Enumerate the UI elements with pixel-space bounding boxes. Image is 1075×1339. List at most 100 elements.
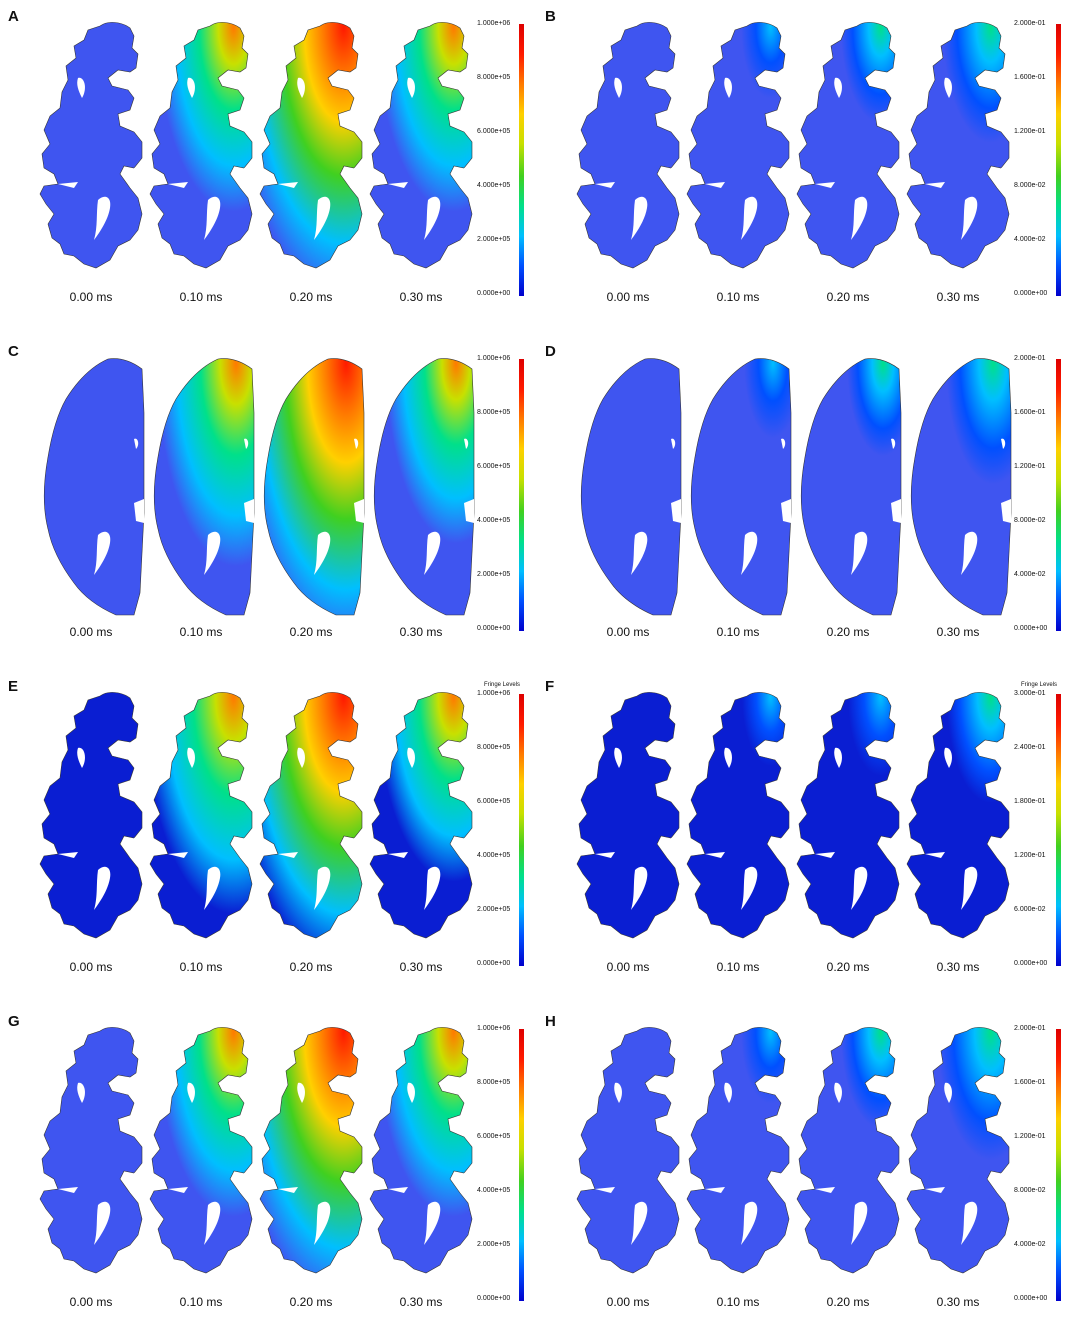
scale-tick-label: 2.000e+05 xyxy=(477,1241,511,1248)
scale-tick-label: 1.000e+06 xyxy=(477,1025,511,1032)
brain-slice xyxy=(910,358,1012,616)
brain-slice xyxy=(369,22,474,269)
scale-tick-label: 2.000e+05 xyxy=(477,236,511,243)
scale-tick-label: 4.000e-02 xyxy=(1014,1241,1046,1248)
time-label: 0.30 ms xyxy=(936,960,980,974)
scale-tick-label: 4.000e+05 xyxy=(477,517,511,524)
panel-b: B 0.00 ms 0.10 ms 0.20 ms 0.30 ms 2.000e-01 1.… xyxy=(537,0,1074,330)
scale-tick-label: 0.000e+00 xyxy=(1014,290,1048,297)
color-scale-bar xyxy=(1056,694,1061,966)
time-label: 0.00 ms xyxy=(606,290,650,304)
scale-tick-label: 1.000e+06 xyxy=(477,690,511,697)
panel-letter: D xyxy=(545,343,556,360)
scale-tick-label: 8.000e-02 xyxy=(1014,1187,1046,1194)
time-label: 0.30 ms xyxy=(936,1295,980,1309)
brain-slice xyxy=(796,1027,901,1274)
panel-letter: F xyxy=(545,678,555,695)
panel-c: C 0.00 ms 0.10 ms 0.20 ms 0.30 ms 1.000e+06 8.… xyxy=(0,335,537,665)
panel-slices-svg xyxy=(576,692,1061,966)
brain-slice xyxy=(39,1027,144,1274)
brain-slice xyxy=(686,1027,791,1274)
time-label: 0.00 ms xyxy=(606,625,650,639)
scale-tick-label: 0.000e+00 xyxy=(1014,1295,1048,1302)
scale-tick-label: 8.000e+05 xyxy=(477,744,511,751)
time-label: 0.00 ms xyxy=(606,960,650,974)
scale-tick-label: 4.000e+05 xyxy=(477,1187,511,1194)
time-label: 0.20 ms xyxy=(826,290,870,304)
panel-letter: E xyxy=(8,678,19,695)
scale-tick-label: 1.200e-01 xyxy=(1014,852,1046,859)
scale-tick-label: 0.000e+00 xyxy=(1014,625,1048,632)
scale-tick-label: 2.000e-01 xyxy=(1014,1025,1046,1032)
brain-slice xyxy=(686,692,791,939)
panel-e: E 0.00 ms 0.10 ms 0.20 ms 0.30 ms Fringe Leve… xyxy=(0,670,537,1000)
time-label: 0.30 ms xyxy=(936,625,980,639)
time-label: 0.00 ms xyxy=(69,1295,113,1309)
panel-slices-svg xyxy=(39,692,524,966)
time-label: 0.30 ms xyxy=(399,1295,443,1309)
panel-slices-svg xyxy=(39,1027,524,1301)
scale-tick-label: 1.600e-01 xyxy=(1014,409,1046,416)
scale-tick-label: 3.000e-01 xyxy=(1014,690,1046,697)
scale-tick-label: 0.000e+00 xyxy=(1014,960,1048,967)
scale-tick-label: 6.000e+05 xyxy=(477,798,511,805)
panel-letter: G xyxy=(8,1013,20,1030)
time-label: 0.30 ms xyxy=(399,960,443,974)
brain-slice xyxy=(576,1027,681,1274)
brain-slice xyxy=(690,358,792,616)
brain-slice xyxy=(800,358,902,616)
color-scale-bar xyxy=(1056,24,1061,296)
scale-tick-label: 6.000e-02 xyxy=(1014,906,1046,913)
brain-slice xyxy=(906,22,1011,269)
scale-tick-label: 2.400e-01 xyxy=(1014,744,1046,751)
brain-slice xyxy=(576,22,681,269)
brain-slice xyxy=(153,358,255,616)
panel-letter: H xyxy=(545,1013,556,1030)
scale-tick-label: 6.000e+05 xyxy=(477,463,511,470)
scale-tick-label: 0.000e+00 xyxy=(477,625,511,632)
time-label: 0.00 ms xyxy=(69,960,113,974)
panel-a: A 0.00 ms 0.10 ms 0.20 ms 0.30 ms 1.000e+06 8.… xyxy=(0,0,537,330)
panel-d: D 0.00 ms 0.10 ms 0.20 ms 0.30 ms 2.000e-01 1.… xyxy=(537,335,1074,665)
time-label: 0.30 ms xyxy=(936,290,980,304)
time-label: 0.10 ms xyxy=(179,960,223,974)
scale-tick-label: 8.000e-02 xyxy=(1014,182,1046,189)
scale-tick-label: 1.200e-01 xyxy=(1014,463,1046,470)
time-label: 0.10 ms xyxy=(179,625,223,639)
time-label: 0.20 ms xyxy=(289,1295,333,1309)
time-label: 0.10 ms xyxy=(716,290,760,304)
brain-slice xyxy=(259,692,364,939)
scale-tick-label: 8.000e+05 xyxy=(477,74,511,81)
time-label: 0.00 ms xyxy=(69,290,113,304)
time-label: 0.30 ms xyxy=(399,290,443,304)
brain-slice xyxy=(796,22,901,269)
scale-tick-label: 0.000e+00 xyxy=(477,1295,511,1302)
brain-slice xyxy=(906,692,1011,939)
color-scale-bar xyxy=(519,24,524,296)
scale-tick-label: 8.000e+05 xyxy=(477,409,511,416)
scale-tick-label: 8.000e+05 xyxy=(477,1079,511,1086)
fringe-levels-title: Fringe Levels xyxy=(1021,682,1058,688)
brain-slice xyxy=(686,22,791,269)
scale-tick-label: 2.000e-01 xyxy=(1014,355,1046,362)
brain-slice xyxy=(576,692,681,939)
brain-slice xyxy=(906,1027,1011,1274)
scale-tick-label: 1.000e+06 xyxy=(477,355,511,362)
time-label: 0.20 ms xyxy=(826,625,870,639)
time-label: 0.20 ms xyxy=(289,960,333,974)
time-label: 0.30 ms xyxy=(399,625,443,639)
color-scale-bar xyxy=(1056,359,1061,631)
panel-letter: B xyxy=(545,8,556,25)
scale-tick-label: 6.000e+05 xyxy=(477,1133,511,1140)
panel-letter: A xyxy=(8,8,19,25)
time-label: 0.10 ms xyxy=(179,1295,223,1309)
brain-slice xyxy=(39,22,144,269)
scale-tick-label: 4.000e+05 xyxy=(477,852,511,859)
time-label: 0.20 ms xyxy=(826,1295,870,1309)
brain-slice xyxy=(373,358,475,616)
brain-slice xyxy=(263,358,365,616)
scale-tick-label: 0.000e+00 xyxy=(477,960,511,967)
brain-slice xyxy=(259,22,364,269)
panel-f: F 0.00 ms 0.10 ms 0.20 ms 0.30 ms Fringe Leve… xyxy=(537,670,1074,1000)
time-label: 0.10 ms xyxy=(179,290,223,304)
